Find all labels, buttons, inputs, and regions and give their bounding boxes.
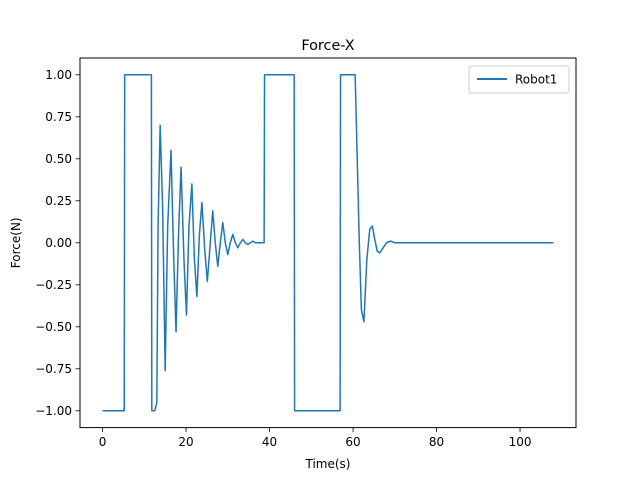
x-tick-label: 0 [99,435,107,449]
legend-box [468,65,570,94]
x-tick-label: 20 [178,435,193,449]
y-tick-label: 0.75 [45,110,72,124]
y-axis-label: Force(N) [9,217,23,268]
y-tick-label: −0.75 [35,362,72,376]
y-tick-label: 0.25 [45,194,72,208]
y-tick-label: 0.00 [45,236,72,250]
chart-title: Force-X [301,38,354,54]
x-axis-label: Time(s) [305,457,351,471]
y-tick-label: −0.50 [35,320,72,334]
x-tick-label: 40 [262,435,277,449]
x-tick-label: 60 [345,435,360,449]
y-tick-label: 0.50 [45,152,72,166]
y-axis-ticks: −1.00 −0.75 −0.50 −0.25 0.00 0.25 0.50 0.75 1.00 [35,68,80,418]
y-tick-label: −1.00 [35,404,72,418]
x-tick-label: 80 [429,435,444,449]
x-axis-ticks: 0 20 40 60 80 100 [99,427,532,449]
plot-area: 0 20 40 60 80 100 −1.00 −0.75 −0.50 −0.25 0.00 0.2… [35,57,577,449]
series-line-robot1 [102,74,554,412]
legend-label-robot1: Robot1 [515,73,557,87]
y-tick-label: 1.00 [45,68,72,82]
x-tick-label: 100 [509,435,532,449]
y-tick-label: −0.25 [35,278,72,292]
legend: Robot1 [468,65,570,94]
